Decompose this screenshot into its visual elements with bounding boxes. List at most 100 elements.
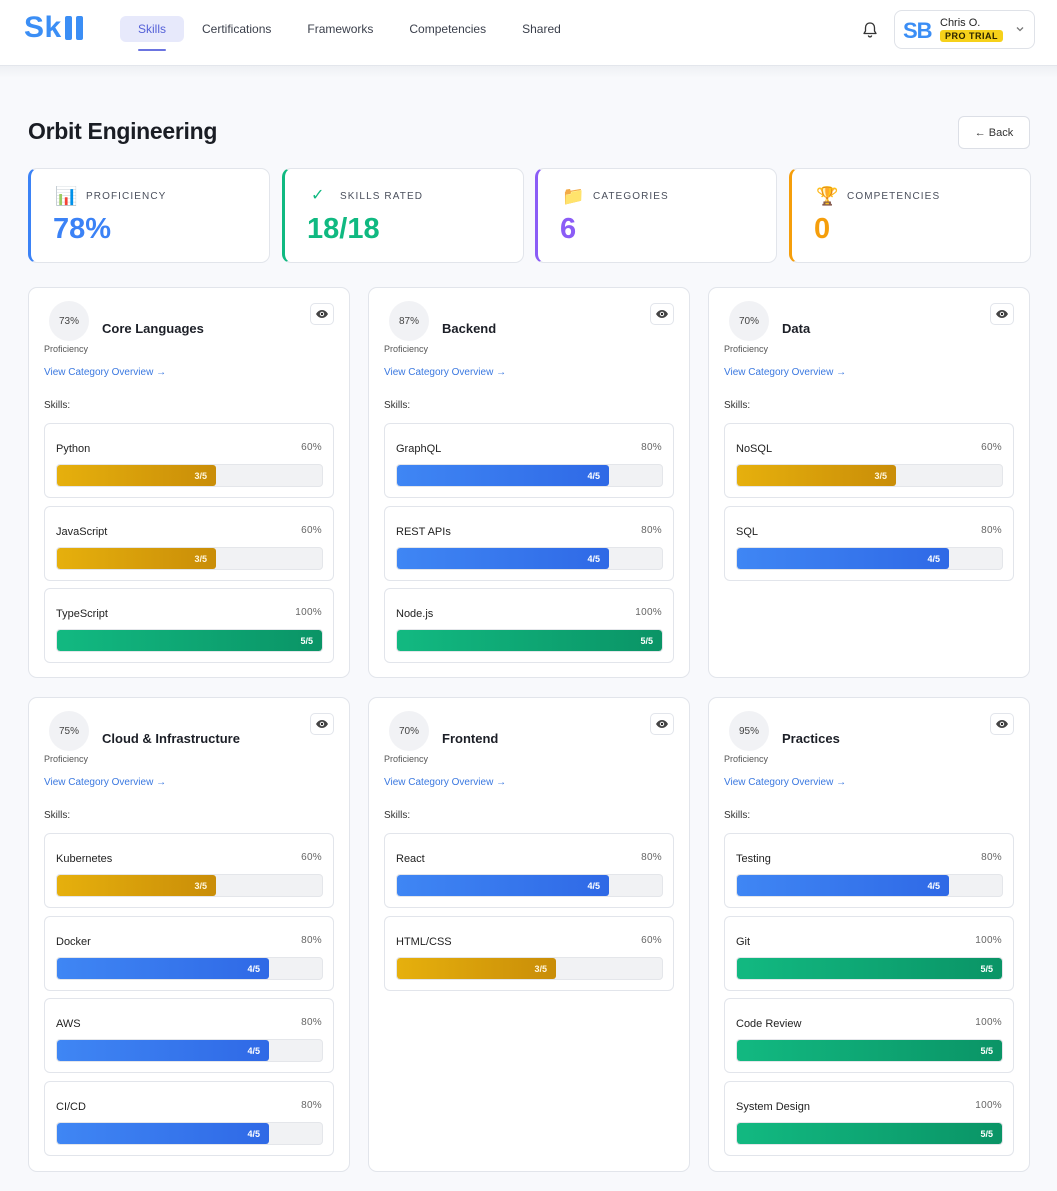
chevron-down-icon bbox=[1016, 27, 1024, 32]
stat-card-skills-rated: ✓ SKILLS RATED 18/18 bbox=[282, 168, 524, 263]
skill-percent: 80% bbox=[981, 524, 1002, 536]
category-card: 70% Proficiency Data View Category Overview… bbox=[708, 287, 1030, 678]
skill-progress-bar: 5/5 bbox=[56, 629, 323, 652]
skill-progress-bar: 4/5 bbox=[56, 1121, 323, 1145]
skill-name: Node.js bbox=[396, 608, 434, 620]
skill-progress-fill: 3/5 bbox=[737, 465, 896, 486]
skill-row: Testing 80% 4/5 bbox=[724, 833, 1014, 908]
skill-name: React bbox=[396, 853, 425, 865]
skill-progress-bar: 3/5 bbox=[56, 874, 323, 897]
app-logo[interactable]: Sk bbox=[24, 10, 83, 46]
skill-rating: 3/5 bbox=[194, 881, 207, 891]
skill-name: CI/CD bbox=[56, 1100, 86, 1113]
skill-progress-bar: 4/5 bbox=[736, 874, 1003, 897]
skill-rating: 3/5 bbox=[874, 471, 887, 481]
view-category-overview-link[interactable]: View Category Overview → bbox=[44, 367, 167, 378]
view-toggle-button[interactable] bbox=[650, 713, 674, 735]
skill-progress-fill: 4/5 bbox=[397, 875, 609, 896]
plan-badge: PRO TRIAL bbox=[940, 30, 1003, 42]
tab-competencies[interactable]: Competencies bbox=[409, 22, 487, 36]
view-category-overview-link[interactable]: View Category Overview → bbox=[384, 367, 507, 378]
skill-name: AWS bbox=[56, 1018, 81, 1030]
skill-name: TypeScript bbox=[56, 608, 108, 620]
skill-row: TypeScript 100% 5/5 bbox=[44, 588, 334, 663]
stat-label: CATEGORIES bbox=[593, 191, 669, 202]
skill-name: NoSQL bbox=[736, 443, 773, 455]
stat-card-competencies: 🏆 COMPETENCIES 0 bbox=[789, 168, 1031, 263]
skill-rating: 4/5 bbox=[247, 963, 260, 974]
stat-label: SKILLS RATED bbox=[340, 191, 424, 202]
skill-percent: 80% bbox=[301, 934, 322, 946]
category-name: Frontend bbox=[442, 731, 499, 746]
skill-row: HTML/CSS 60% 3/5 bbox=[384, 915, 674, 991]
skill-percent: 80% bbox=[641, 852, 662, 863]
view-category-overview-link[interactable]: View Category Overview → bbox=[44, 777, 167, 788]
stat-value: 0 bbox=[814, 213, 831, 245]
stat-card-categories: 📁 CATEGORIES 6 bbox=[535, 168, 777, 263]
skill-percent: 100% bbox=[975, 1017, 1002, 1028]
skill-row: CI/CD 80% 4/5 bbox=[44, 1080, 334, 1156]
skill-name: JavaScript bbox=[56, 525, 108, 538]
tab-skills[interactable]: Skills bbox=[120, 16, 185, 51]
skill-progress-fill: 3/5 bbox=[57, 465, 216, 486]
stat-value: 78% bbox=[53, 213, 112, 245]
skill-progress-bar: 4/5 bbox=[56, 956, 323, 980]
main-nav: Skills Certifications Frameworks Competenci… bbox=[120, 16, 579, 51]
tab-shared[interactable]: Shared bbox=[522, 22, 561, 36]
skill-rating: 4/5 bbox=[587, 471, 600, 481]
tab-certifications[interactable]: Certifications bbox=[202, 22, 272, 36]
skill-percent: 80% bbox=[301, 1099, 322, 1111]
skill-percent: 80% bbox=[301, 1017, 322, 1028]
skill-row: NoSQL 60% 3/5 bbox=[724, 423, 1014, 498]
skill-rating: 5/5 bbox=[640, 636, 653, 646]
skill-row: REST APIs 80% 4/5 bbox=[384, 505, 674, 581]
proficiency-circle: 70% bbox=[729, 301, 769, 341]
category-name: Cloud & Infrastructure bbox=[102, 731, 240, 746]
skill-name: Docker bbox=[56, 935, 91, 948]
skill-row: Git 100% 5/5 bbox=[724, 915, 1014, 991]
skill-progress-bar: 4/5 bbox=[396, 874, 663, 897]
skill-row: Code Review 100% 5/5 bbox=[724, 998, 1014, 1073]
eye-icon bbox=[996, 310, 1008, 318]
header-shadow bbox=[0, 66, 1057, 78]
skill-rating: 4/5 bbox=[587, 881, 600, 891]
view-toggle-button[interactable] bbox=[990, 713, 1014, 735]
skill-name: REST APIs bbox=[396, 525, 451, 538]
skill-rating: 5/5 bbox=[300, 636, 313, 646]
view-category-overview-link[interactable]: View Category Overview → bbox=[384, 777, 507, 788]
skills-heading: Skills: bbox=[44, 810, 71, 821]
skill-progress-fill: 5/5 bbox=[737, 1040, 1002, 1061]
tab-frameworks[interactable]: Frameworks bbox=[307, 22, 374, 36]
view-category-overview-link[interactable]: View Category Overview → bbox=[724, 777, 847, 788]
skill-progress-bar: 5/5 bbox=[736, 1039, 1003, 1062]
skill-progress-fill: 5/5 bbox=[737, 957, 1002, 979]
proficiency-circle: 75% bbox=[49, 711, 89, 751]
bell-icon[interactable] bbox=[862, 21, 878, 39]
skill-progress-fill: 4/5 bbox=[57, 1122, 269, 1144]
logo-text: Sk bbox=[24, 11, 62, 44]
skill-progress-bar: 4/5 bbox=[56, 1039, 323, 1062]
view-toggle-button[interactable] bbox=[650, 303, 674, 325]
skills-heading: Skills: bbox=[384, 810, 411, 821]
back-button[interactable]: ← Back bbox=[958, 116, 1030, 149]
user-menu[interactable]: SB Chris O. PRO TRIAL bbox=[894, 10, 1035, 49]
skill-row: Docker 80% 4/5 bbox=[44, 915, 334, 991]
eye-icon bbox=[656, 310, 668, 318]
skill-progress-bar: 3/5 bbox=[736, 464, 1003, 487]
skill-progress-fill: 4/5 bbox=[397, 547, 609, 569]
eye-icon bbox=[996, 720, 1008, 728]
skill-row: Node.js 100% 5/5 bbox=[384, 588, 674, 663]
view-toggle-button[interactable] bbox=[990, 303, 1014, 325]
skill-row: Kubernetes 60% 3/5 bbox=[44, 833, 334, 908]
category-name: Core Languages bbox=[102, 321, 204, 336]
view-category-overview-link[interactable]: View Category Overview → bbox=[724, 367, 847, 378]
view-toggle-button[interactable] bbox=[310, 713, 334, 735]
proficiency-label: Proficiency bbox=[44, 754, 89, 764]
skill-progress-bar: 4/5 bbox=[736, 546, 1003, 570]
skill-rating: 4/5 bbox=[587, 553, 600, 564]
skill-rating: 4/5 bbox=[247, 1128, 260, 1139]
category-name: Backend bbox=[442, 321, 497, 336]
view-toggle-button[interactable] bbox=[310, 303, 334, 325]
proficiency-label: Proficiency bbox=[384, 344, 429, 354]
skill-row: Python 60% 3/5 bbox=[44, 423, 334, 498]
